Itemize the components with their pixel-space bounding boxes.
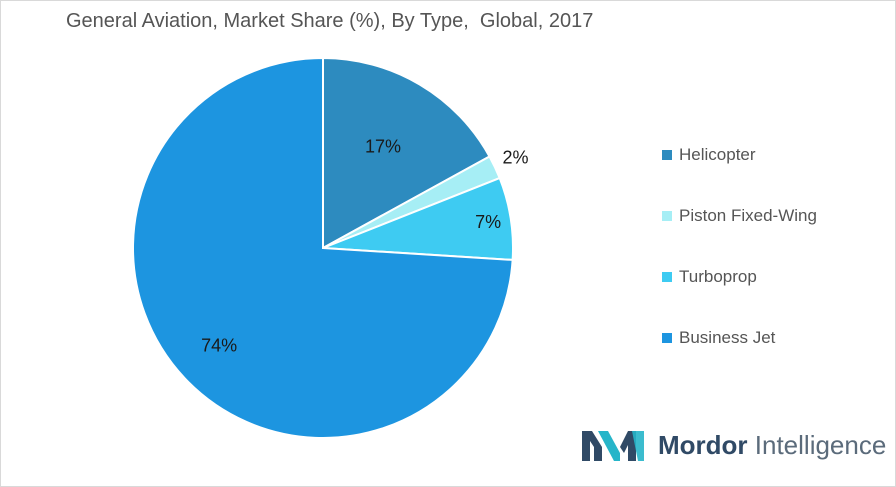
slice-label-turboprop: 7% (475, 212, 501, 232)
mordor-logo-icon (582, 431, 644, 461)
legend-swatch-turboprop (662, 272, 672, 282)
legend-label-business-jet: Business Jet (679, 328, 776, 347)
legend-swatch-piston-fixed-wing (662, 211, 672, 221)
slice-label-business-jet: 74% (201, 336, 237, 356)
slice-label-helicopter: 17% (365, 137, 401, 157)
legend-label-piston-fixed-wing: Piston Fixed-Wing (679, 206, 817, 225)
legend-item-piston-fixed-wing: Piston Fixed-Wing (662, 203, 892, 229)
logo-text: Mordor Intelligence (658, 430, 886, 461)
legend-swatch-helicopter (662, 150, 672, 160)
legend-item-turboprop: Turboprop (662, 264, 892, 290)
logo-brand-b: Intelligence (747, 429, 887, 460)
pie-slice-business-jet (132, 56, 514, 439)
legend-item-helicopter: Helicopter (662, 142, 892, 168)
pie-slice-helicopter (322, 56, 491, 250)
chart-title: General Aviation, Market Share (%), By T… (66, 10, 594, 32)
legend-label-helicopter: Helicopter (679, 145, 756, 164)
legend-swatch-business-jet (662, 333, 672, 343)
legend: Helicopter Piston Fixed-Wing Turboprop Busi… (662, 142, 892, 386)
mordor-intelligence-logo: Mordor Intelligence (580, 427, 886, 463)
legend-label-turboprop: Turboprop (679, 267, 757, 286)
logo-brand-a: Mordor (658, 429, 748, 460)
slice-label-piston-fixed-wing: 2% (503, 147, 529, 167)
legend-item-business-jet: Business Jet (662, 325, 892, 351)
